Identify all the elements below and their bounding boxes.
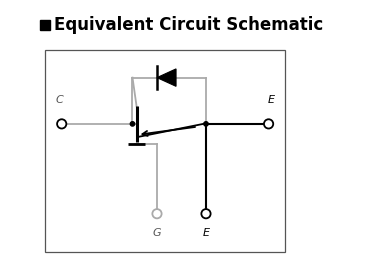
Text: G: G [153, 228, 161, 238]
Polygon shape [40, 20, 50, 30]
Text: E: E [202, 228, 209, 238]
Circle shape [201, 209, 211, 218]
Text: E: E [268, 95, 275, 105]
Text: C: C [55, 95, 63, 105]
Text: Equivalent Circuit Schematic: Equivalent Circuit Schematic [54, 16, 324, 34]
Circle shape [204, 122, 208, 126]
Circle shape [57, 119, 66, 128]
Polygon shape [157, 69, 176, 86]
Circle shape [264, 119, 273, 128]
Circle shape [130, 122, 135, 126]
Circle shape [152, 209, 162, 218]
